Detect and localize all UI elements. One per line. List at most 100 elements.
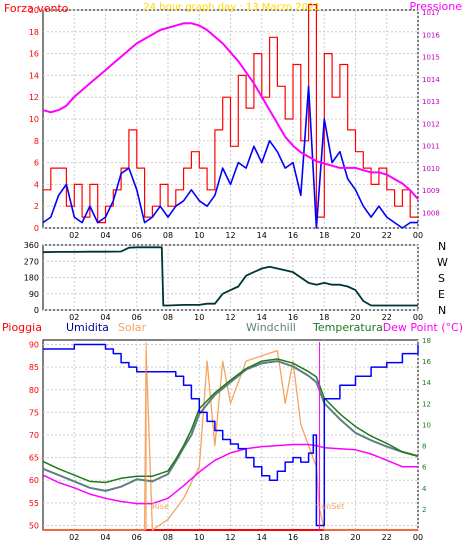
y2-tick-label: 1015 bbox=[422, 54, 440, 62]
y2-tick-label: 1012 bbox=[422, 120, 440, 128]
x-tick-label: 00 bbox=[413, 533, 423, 542]
x-tick-label: 06 bbox=[132, 533, 142, 542]
x-tick-label: 22 bbox=[382, 313, 392, 322]
dewpoint-line bbox=[42, 443, 418, 505]
compass-south: S bbox=[438, 272, 445, 285]
x-tick-label: 18 bbox=[319, 533, 329, 542]
x-tick-label: 00 bbox=[413, 231, 423, 240]
axis-layer: 02 04 06 08 10 12 14 16 18 20 22 000246810121416182… bbox=[24, 6, 441, 542]
x-tick-label: 06 bbox=[132, 231, 142, 240]
y-tick-label: 90 bbox=[29, 290, 39, 299]
x-tick-label: 10 bbox=[194, 231, 204, 240]
compass-north-top: N bbox=[438, 240, 446, 253]
y-tick-label: 14 bbox=[29, 71, 39, 80]
temperature-line bbox=[42, 358, 419, 484]
x-tick-label: 08 bbox=[163, 231, 173, 240]
y2-tick-label: 12 bbox=[422, 400, 431, 408]
y2-tick-label: 14 bbox=[422, 379, 431, 387]
windchill-line bbox=[42, 360, 419, 492]
solar-line bbox=[43, 349, 418, 531]
compass-west: W bbox=[437, 256, 448, 269]
x-tick-label: 16 bbox=[288, 231, 298, 240]
x-tick-label: 16 bbox=[288, 313, 298, 322]
x-tick-label: 22 bbox=[382, 533, 392, 542]
x-tick-label: 10 bbox=[194, 313, 204, 322]
y-tick-label: 18 bbox=[29, 28, 39, 37]
y2-tick-label: 1017 bbox=[422, 9, 440, 17]
x-tick-label: 08 bbox=[163, 313, 173, 322]
legend-dewpoint: Dew Point (°C) bbox=[383, 321, 463, 334]
x-tick-label: 14 bbox=[257, 231, 267, 240]
y-tick-label: 55 bbox=[29, 499, 39, 508]
x-tick-label: 14 bbox=[257, 313, 267, 322]
y2-tick-label: 4 bbox=[422, 485, 427, 493]
x-tick-label: 16 bbox=[288, 533, 298, 542]
x-tick-label: 12 bbox=[225, 231, 235, 240]
x-tick-label: 04 bbox=[100, 313, 110, 322]
pressure-axis-label: Pressione bbox=[410, 0, 463, 13]
legend-solar: Solar bbox=[118, 321, 147, 334]
y-tick-label: 85 bbox=[29, 363, 39, 372]
x-tick-label: 08 bbox=[163, 533, 173, 542]
y-tick-label: 12 bbox=[29, 93, 39, 102]
x-tick-label: 20 bbox=[350, 533, 360, 542]
sunrise-label: Rise bbox=[152, 502, 169, 511]
wind-direction-line bbox=[42, 246, 418, 307]
y-tick-label: 70 bbox=[29, 431, 39, 440]
y-tick-label: 65 bbox=[29, 454, 39, 463]
y-tick-label: 360 bbox=[24, 241, 39, 250]
x-tick-label: 02 bbox=[69, 231, 79, 240]
x-tick-label: 06 bbox=[132, 313, 142, 322]
y2-tick-label: 6 bbox=[422, 464, 427, 472]
y2-tick-label: 8 bbox=[422, 443, 426, 451]
x-tick-label: 12 bbox=[225, 533, 235, 542]
y-tick-label: 2 bbox=[34, 202, 39, 211]
y-tick-label: 0 bbox=[34, 224, 39, 233]
humidity-line bbox=[43, 343, 419, 527]
y2-tick-label: 1013 bbox=[422, 98, 440, 106]
x-tick-label: 04 bbox=[100, 533, 110, 542]
y2-tick-label: 2 bbox=[422, 506, 426, 514]
y-tick-label: 16 bbox=[29, 50, 39, 59]
series-layer bbox=[42, 3, 419, 531]
x-tick-label: 12 bbox=[225, 313, 235, 322]
x-tick-label: 18 bbox=[319, 231, 329, 240]
y-tick-label: 10 bbox=[29, 115, 39, 124]
wind-average-line bbox=[42, 85, 418, 229]
chart-title: 24 hour graph day : 13 Marzo 2021 bbox=[143, 2, 320, 13]
x-tick-label: 18 bbox=[319, 313, 329, 322]
x-tick-label: 14 bbox=[257, 533, 267, 542]
y-tick-label: 0 bbox=[34, 306, 39, 315]
legend-umidita: Umidita bbox=[66, 321, 109, 334]
y2-tick-label: 10 bbox=[422, 421, 431, 429]
x-tick-label: 22 bbox=[382, 231, 392, 240]
y-tick-label: 8 bbox=[34, 137, 39, 146]
x-tick-label: 20 bbox=[350, 231, 360, 240]
pressure-line bbox=[42, 22, 419, 200]
y-tick-label: 180 bbox=[24, 274, 39, 283]
wind-axis-label: Forza vento bbox=[4, 2, 69, 15]
y2-tick-label: 18 bbox=[422, 337, 431, 345]
x-tick-label: 02 bbox=[69, 533, 79, 542]
y-tick-label: 75 bbox=[29, 408, 39, 417]
y2-tick-label: 16 bbox=[422, 358, 431, 366]
y2-tick-label: 1009 bbox=[422, 187, 440, 195]
y2-tick-label: 1011 bbox=[422, 143, 440, 151]
compass-east: E bbox=[438, 288, 445, 301]
compass-north-bottom: N bbox=[438, 304, 446, 317]
y-tick-label: 80 bbox=[29, 386, 39, 395]
x-tick-label: 10 bbox=[194, 533, 204, 542]
y-tick-label: 6 bbox=[34, 159, 39, 168]
legend-windchill: Windchill bbox=[246, 321, 296, 334]
y-tick-label: 270 bbox=[24, 257, 39, 266]
x-tick-label: 00 bbox=[413, 313, 423, 322]
x-tick-label: 20 bbox=[350, 313, 360, 322]
y2-tick-label: 1016 bbox=[422, 31, 440, 39]
y2-tick-label: 1014 bbox=[422, 76, 440, 84]
y-tick-label: 90 bbox=[29, 341, 39, 350]
y-tick-label: 60 bbox=[29, 476, 39, 485]
legend-pioggia: Pioggia bbox=[2, 321, 42, 334]
y-tick-label: 20 bbox=[29, 6, 39, 15]
